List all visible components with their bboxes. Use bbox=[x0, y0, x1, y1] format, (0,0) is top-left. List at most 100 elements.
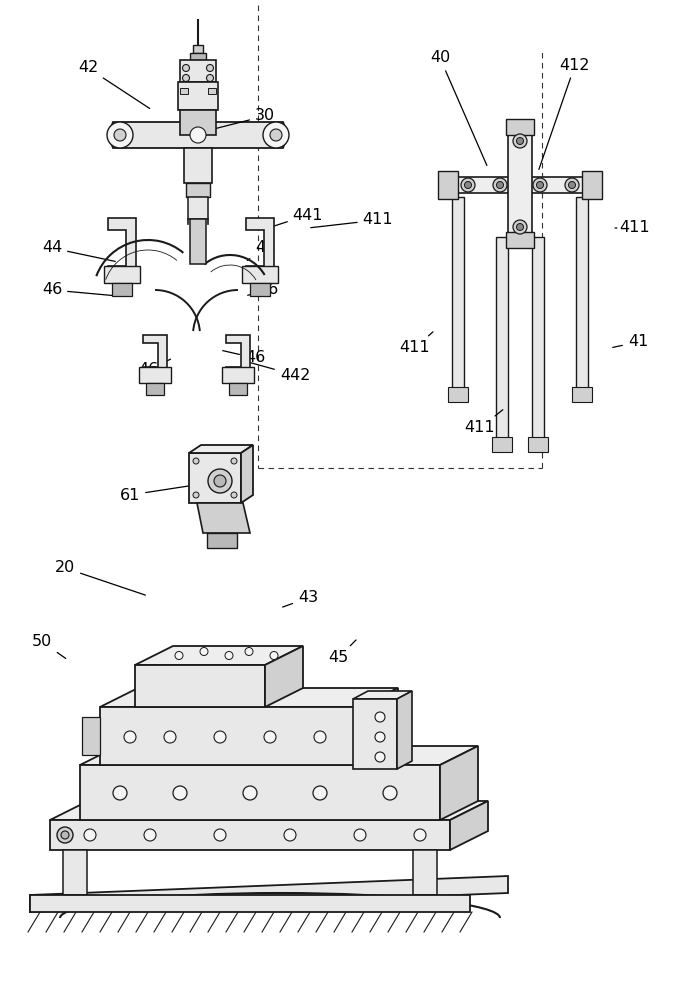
Polygon shape bbox=[413, 850, 437, 895]
Circle shape bbox=[533, 178, 547, 192]
Bar bbox=[186, 183, 210, 197]
Circle shape bbox=[354, 829, 366, 841]
Bar bbox=[178, 82, 218, 110]
Circle shape bbox=[183, 75, 190, 82]
Bar bbox=[180, 88, 188, 94]
Polygon shape bbox=[184, 148, 212, 183]
Polygon shape bbox=[104, 266, 140, 283]
Polygon shape bbox=[528, 437, 548, 452]
Circle shape bbox=[175, 652, 183, 660]
Circle shape bbox=[464, 182, 471, 188]
Bar bbox=[190, 53, 206, 60]
Circle shape bbox=[214, 731, 226, 743]
Circle shape bbox=[496, 182, 503, 188]
Circle shape bbox=[383, 786, 397, 800]
Circle shape bbox=[225, 652, 233, 660]
Text: 50: 50 bbox=[32, 635, 66, 658]
Text: 46: 46 bbox=[223, 351, 265, 365]
Polygon shape bbox=[492, 437, 512, 452]
Polygon shape bbox=[508, 127, 532, 240]
Text: 41: 41 bbox=[613, 334, 648, 350]
Circle shape bbox=[124, 731, 136, 743]
Circle shape bbox=[61, 831, 69, 839]
Polygon shape bbox=[112, 283, 132, 296]
Circle shape bbox=[314, 731, 326, 743]
Polygon shape bbox=[242, 266, 278, 283]
Polygon shape bbox=[100, 688, 398, 707]
Polygon shape bbox=[360, 688, 398, 765]
Polygon shape bbox=[108, 218, 136, 278]
Polygon shape bbox=[197, 503, 250, 533]
Text: 43: 43 bbox=[282, 590, 318, 607]
Circle shape bbox=[493, 178, 507, 192]
Circle shape bbox=[231, 492, 237, 498]
Circle shape bbox=[313, 786, 327, 800]
Polygon shape bbox=[30, 895, 470, 912]
Polygon shape bbox=[440, 746, 478, 820]
Text: 46: 46 bbox=[138, 359, 171, 377]
Circle shape bbox=[214, 829, 226, 841]
Text: 46: 46 bbox=[247, 282, 278, 298]
Circle shape bbox=[270, 652, 278, 660]
Polygon shape bbox=[135, 646, 303, 665]
Bar bbox=[207, 533, 237, 548]
Circle shape bbox=[114, 129, 126, 141]
Circle shape bbox=[537, 182, 544, 188]
Polygon shape bbox=[50, 801, 488, 820]
Circle shape bbox=[113, 786, 127, 800]
Bar bbox=[208, 88, 216, 94]
Polygon shape bbox=[353, 699, 397, 769]
Polygon shape bbox=[241, 445, 253, 503]
Bar bbox=[180, 60, 216, 82]
Text: 441: 441 bbox=[270, 208, 323, 227]
Polygon shape bbox=[582, 171, 602, 199]
Polygon shape bbox=[250, 283, 270, 296]
Circle shape bbox=[206, 75, 213, 82]
Bar bbox=[193, 45, 203, 53]
Polygon shape bbox=[397, 691, 412, 769]
Circle shape bbox=[270, 129, 282, 141]
Polygon shape bbox=[80, 746, 478, 765]
Circle shape bbox=[183, 64, 190, 72]
Circle shape bbox=[513, 220, 527, 234]
Bar bbox=[188, 197, 208, 219]
Text: 44: 44 bbox=[247, 240, 275, 260]
Circle shape bbox=[264, 731, 276, 743]
Text: 411: 411 bbox=[399, 332, 433, 356]
Text: 20: 20 bbox=[55, 560, 146, 595]
Polygon shape bbox=[143, 335, 167, 377]
Polygon shape bbox=[139, 367, 171, 383]
Polygon shape bbox=[229, 383, 247, 395]
Circle shape bbox=[214, 475, 226, 487]
Polygon shape bbox=[448, 177, 592, 193]
Text: 412: 412 bbox=[539, 57, 590, 169]
Text: 61: 61 bbox=[120, 483, 205, 502]
Circle shape bbox=[206, 64, 213, 72]
Text: 42: 42 bbox=[78, 60, 150, 108]
Circle shape bbox=[461, 178, 475, 192]
Circle shape bbox=[284, 829, 296, 841]
Circle shape bbox=[57, 827, 73, 843]
Circle shape bbox=[193, 458, 199, 464]
Text: 411: 411 bbox=[465, 410, 503, 436]
Polygon shape bbox=[146, 383, 164, 395]
Text: 442: 442 bbox=[251, 363, 310, 382]
Polygon shape bbox=[576, 197, 588, 392]
Polygon shape bbox=[572, 387, 592, 402]
Circle shape bbox=[516, 224, 523, 231]
Circle shape bbox=[569, 182, 576, 188]
Text: 411: 411 bbox=[615, 221, 650, 235]
Circle shape bbox=[84, 829, 96, 841]
Text: 411: 411 bbox=[311, 213, 393, 228]
Circle shape bbox=[190, 127, 206, 143]
Polygon shape bbox=[353, 691, 412, 699]
Circle shape bbox=[263, 122, 289, 148]
Polygon shape bbox=[452, 197, 464, 392]
Polygon shape bbox=[189, 445, 253, 453]
Text: 44: 44 bbox=[42, 240, 115, 261]
Polygon shape bbox=[50, 820, 450, 850]
Polygon shape bbox=[135, 665, 265, 707]
Circle shape bbox=[164, 731, 176, 743]
Polygon shape bbox=[438, 171, 458, 199]
Polygon shape bbox=[100, 707, 360, 765]
